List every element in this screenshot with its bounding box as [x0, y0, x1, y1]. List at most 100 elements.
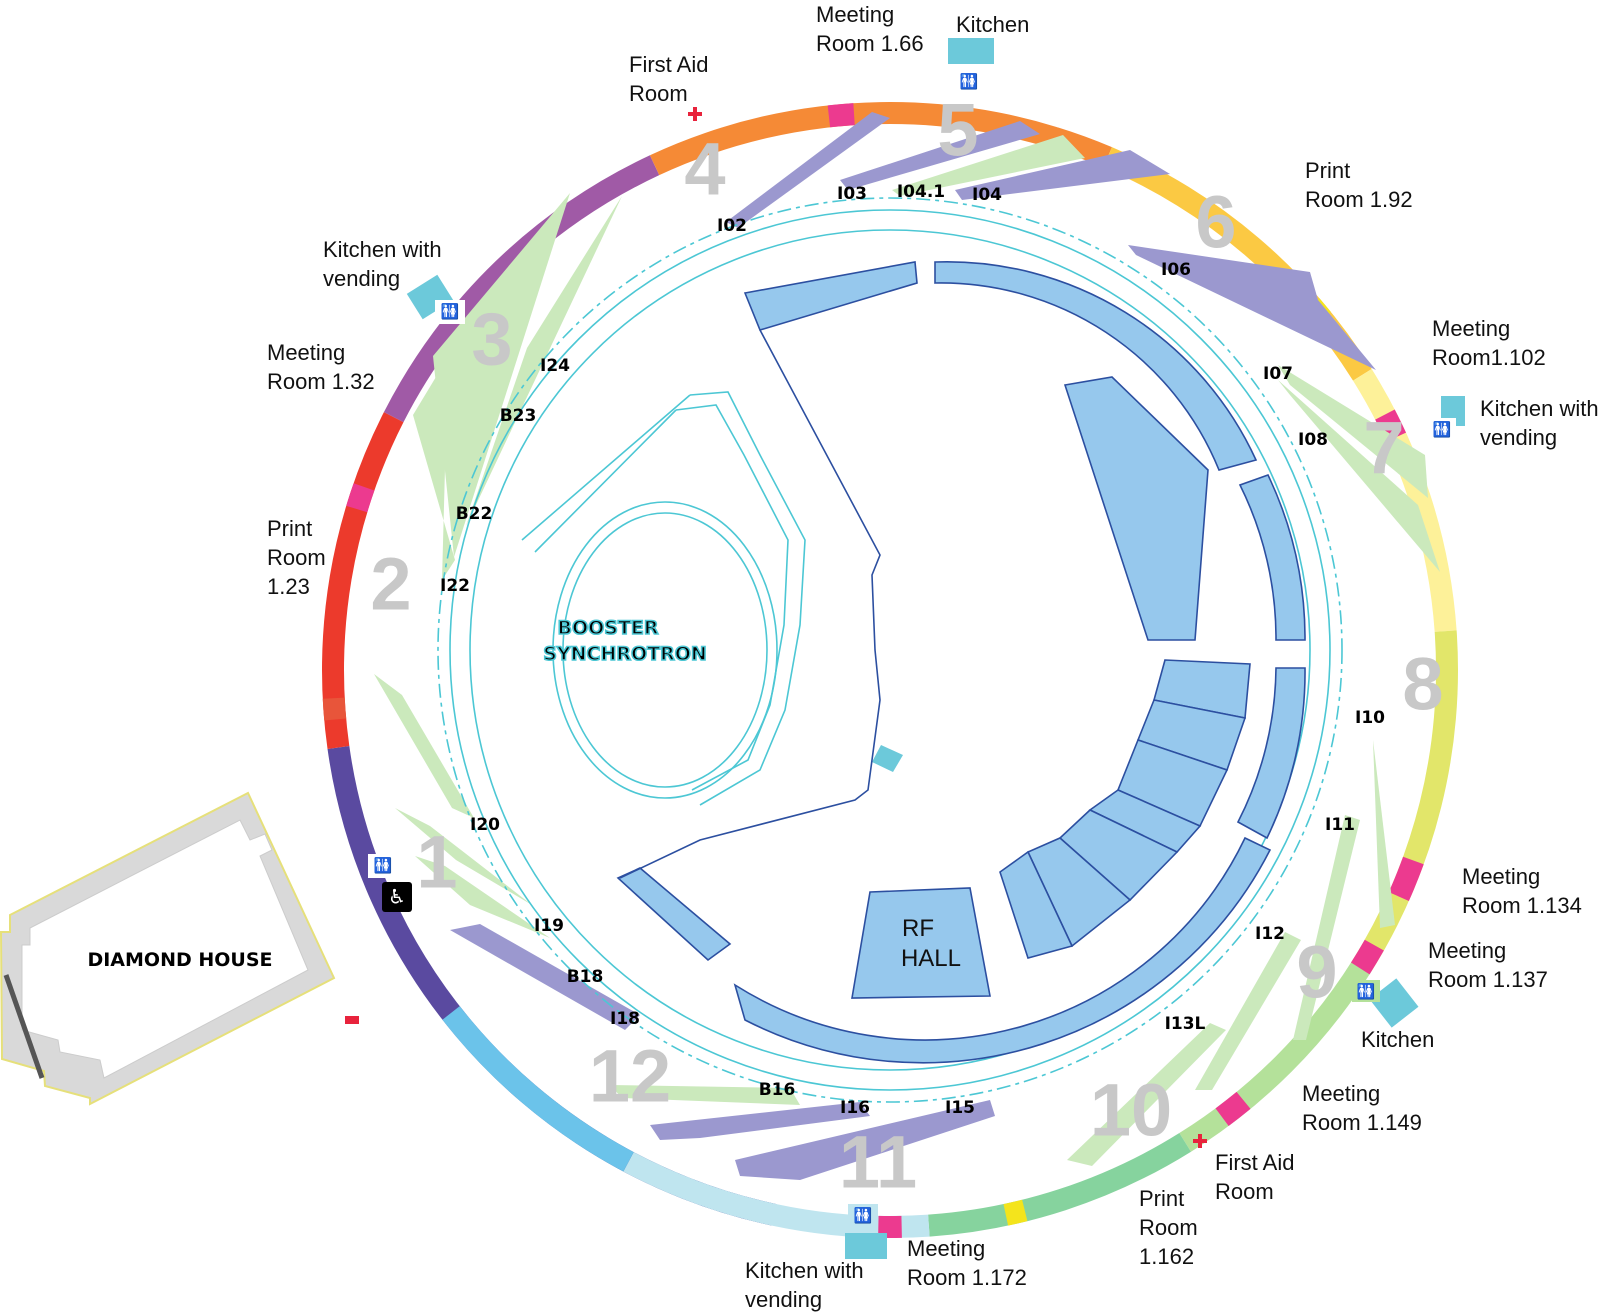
- beamline-label-i06: I06: [1161, 260, 1191, 280]
- kitchen-marker-bottom: [845, 1233, 887, 1259]
- svg-text:🚻: 🚻: [960, 73, 979, 91]
- beamline-wedge-b16: [610, 1085, 800, 1105]
- storage-ring: [437, 197, 1343, 1103]
- room-label-kitchen-vending-left: Kitchen with vending: [323, 237, 448, 291]
- beamline-wedge-i06: [1128, 245, 1376, 370]
- room-label-kitchen-vending-bottom: Kitchen with vending: [745, 1258, 870, 1312]
- rf-hall-label-line2: HALL: [901, 945, 961, 972]
- meeting-block-1-149: [1215, 1091, 1251, 1127]
- ring-segment-sector-4: [383, 155, 660, 423]
- svg-text:🚻: 🚻: [1433, 421, 1452, 439]
- beamline-label-i22: I22: [440, 576, 470, 596]
- toilet-icon: 🚻: [1352, 980, 1380, 1002]
- sector-number-8: 8: [1402, 643, 1443, 726]
- toilet-icon: 🚻: [953, 69, 985, 93]
- sector-numbers: 1 2 3 4 5 6 7 8 9 10 11 12: [370, 89, 1443, 1204]
- sector-number-4: 4: [684, 128, 725, 211]
- beamline-label-i20: I20: [470, 815, 500, 835]
- beamline-label-i16: I16: [840, 1098, 870, 1118]
- beamline-wedge-b18: [415, 856, 550, 938]
- beamline-wedge-i04: [955, 150, 1170, 200]
- beamline-label-i12: I12: [1255, 924, 1285, 944]
- beamline-label-i13l: I13L: [1165, 1014, 1206, 1034]
- ring-segment-sector-5: [649, 101, 1112, 176]
- ring-segment-sector-8: [1353, 630, 1458, 971]
- room-label-meeting-1-32: Meeting Room 1.32: [267, 340, 375, 394]
- print-block-1-23: [322, 697, 347, 721]
- beamline-wedge-b23: [433, 193, 570, 557]
- kitchen-marker-sector9: [1369, 978, 1419, 1028]
- toilet-icon: 🚻: [435, 300, 465, 324]
- sector-number-11: 11: [839, 1121, 917, 1204]
- beamline-label-i11: I11: [1325, 815, 1355, 835]
- meeting-block-1-137: [1351, 939, 1384, 975]
- svg-text:🚻: 🚻: [1357, 983, 1376, 1001]
- beamline-label-i18: I18: [610, 1009, 640, 1029]
- central-arena-outline: [619, 329, 881, 879]
- room-labels: Meeting Room 1.66 Kitchen First Aid Room…: [267, 2, 1605, 1312]
- rf-hall-label-line1: RF: [902, 915, 934, 942]
- diamond-house-building: DIAMOND HOUSE: [0, 791, 359, 1106]
- outer-office-ring: [322, 101, 1458, 1238]
- sector-number-3: 3: [471, 298, 512, 381]
- ring-segment-sector-2: [327, 745, 472, 1036]
- room-label-kitchen-vending-right: Kitchen with vending: [1480, 396, 1605, 450]
- beamline-labels: I02 I03 I04.1 I04 I06 I07 I08 I10 I11 I1…: [440, 182, 1385, 1118]
- beamline-label-b22: B22: [456, 504, 493, 524]
- sector-number-1: 1: [416, 821, 457, 904]
- sector-number-10: 10: [1090, 1069, 1172, 1152]
- diamond-house-door: [345, 1016, 359, 1024]
- beamline-label-i07: I07: [1263, 364, 1293, 384]
- facility-markers: 🚻 🚻 🚻 🚻 🚻 🚻 ♿: [368, 38, 1465, 1259]
- diamond-house-label: DIAMOND HOUSE: [87, 949, 272, 971]
- booster-label-line2: SYNCHROTRON: [543, 643, 707, 665]
- room-label-kitchen-sector9: Kitchen: [1361, 1027, 1434, 1052]
- beamline-label-i15: I15: [945, 1098, 975, 1118]
- svg-text:🚻: 🚻: [854, 1207, 873, 1225]
- ring-segment-sector-12: [442, 1006, 634, 1172]
- beamline-wedge-i19: [395, 808, 532, 905]
- sector-number-5: 5: [937, 89, 978, 172]
- room-label-first-aid-top: First Aid Room: [629, 52, 715, 106]
- svg-text:♿: ♿: [388, 885, 406, 909]
- svg-text:🚻: 🚻: [374, 857, 393, 875]
- beamline-label-i24: I24: [540, 356, 570, 376]
- ring-segment-sector-10: [928, 1133, 1191, 1237]
- room-label-kitchen-top: Kitchen: [956, 12, 1029, 37]
- beamline-label-i08: I08: [1298, 430, 1328, 450]
- beamline-wedge-i11: [1293, 815, 1360, 1040]
- beamline-label-b18: B18: [567, 967, 604, 987]
- room-label-meeting-1-66: Meeting Room 1.66: [816, 2, 924, 56]
- room-label-meeting-1-172: Meeting Room 1.172: [907, 1236, 1027, 1290]
- beamline-label-i04-1: I04.1: [897, 182, 945, 202]
- sector-number-12: 12: [589, 1035, 671, 1118]
- sector-number-2: 2: [370, 543, 411, 626]
- room-label-meeting-1-149: Meeting Room 1.149: [1302, 1081, 1422, 1135]
- sector-number-6: 6: [1195, 181, 1236, 264]
- beamline-label-i02: I02: [717, 216, 747, 236]
- first-aid-cross-icon: [1193, 1134, 1207, 1148]
- toilet-icon: 🚻: [1428, 418, 1456, 440]
- svg-text:🚻: 🚻: [441, 303, 460, 321]
- beamline-wedge-i22: [413, 357, 455, 580]
- room-label-print-1-23: Print Room 1.23: [267, 516, 332, 599]
- beamline-label-i19: I19: [534, 916, 564, 936]
- meeting-block-1-32: [346, 483, 375, 513]
- beamline-wedge-i04-1: [892, 135, 1085, 196]
- beamline-wedge-i07: [1278, 365, 1428, 498]
- print-block-1-162: [1003, 1199, 1028, 1226]
- beamline-wedge-i20: [374, 674, 474, 818]
- beamline-label-i04: I04: [972, 185, 1002, 205]
- sector-number-9: 9: [1296, 931, 1337, 1014]
- kitchen-marker-top: [948, 38, 994, 64]
- sector-number-7: 7: [1363, 407, 1404, 490]
- beamline-wedge-i18: [450, 924, 640, 1030]
- beamline-wedge-i16: [650, 1102, 870, 1140]
- beamline-wedge-i13l: [1067, 1023, 1226, 1166]
- first-aid-cross-icon: [688, 107, 702, 121]
- room-label-meeting-1-102: Meeting Room1.102: [1432, 316, 1546, 370]
- room-label-meeting-1-134: Meeting Room 1.134: [1462, 864, 1582, 918]
- beamline-wedge-i10: [1373, 740, 1395, 928]
- beamline-label-i03: I03: [837, 184, 867, 204]
